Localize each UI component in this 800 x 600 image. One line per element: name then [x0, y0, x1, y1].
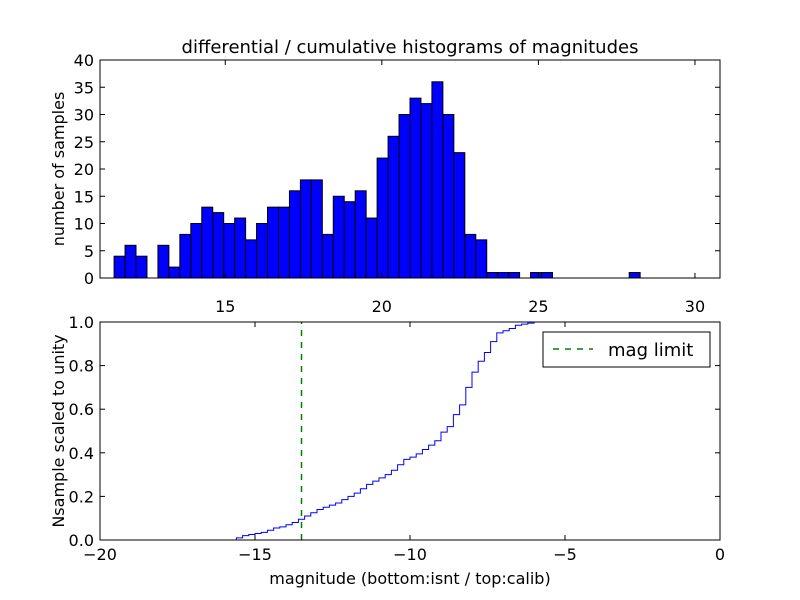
- legend-label-mag-limit: mag limit: [608, 340, 693, 361]
- histogram-bar: [420, 103, 433, 279]
- histogram-bar: [267, 206, 279, 279]
- histogram-bar: [124, 244, 137, 279]
- legend: mag limit: [542, 331, 711, 368]
- histogram-bar: [113, 255, 126, 279]
- cumulative-axes-frame: [99, 321, 721, 541]
- histogram-xtick-label: 30: [685, 297, 705, 316]
- histogram-ytick-label: 40: [74, 51, 94, 70]
- histogram-ytick-label: 0: [84, 269, 94, 288]
- histogram-ylabel: number of samples: [49, 92, 68, 247]
- histogram-bar: [157, 244, 170, 279]
- histogram-bar: [310, 179, 323, 279]
- histogram-bar: [190, 223, 203, 279]
- histogram-bar: [223, 223, 236, 279]
- histogram-bar: [409, 97, 422, 279]
- cumulative-xtick-label: 0: [715, 545, 725, 564]
- histogram-bar: [541, 272, 553, 279]
- histogram-plot: differential / cumulative histograms of …: [49, 37, 721, 316]
- histogram-bar: [277, 206, 290, 279]
- histogram-bar: [387, 135, 400, 279]
- histogram-bar: [365, 217, 378, 279]
- histogram-bar: [431, 81, 444, 279]
- cumulative-ytick-label: 0.0: [69, 531, 94, 550]
- histogram-bar: [135, 255, 148, 279]
- cumulative-line: [100, 321, 721, 541]
- histogram-axes-frame: [99, 59, 721, 279]
- histogram-bars: [113, 81, 641, 279]
- histogram-bar: [212, 212, 225, 279]
- cumulative-plot: 0.0 0.2 0.4 0.6 0.8 1.0 −20 −15 −10 −5 0 magnitude…: [49, 313, 725, 588]
- histogram-bar: [442, 114, 455, 279]
- histogram-bar: [453, 152, 466, 279]
- histogram-bar: [332, 195, 345, 279]
- histogram-bar: [486, 272, 499, 279]
- histogram-ytick-label: 10: [74, 215, 94, 234]
- cumulative-ylabel: Nsample scaled to unity: [49, 334, 68, 527]
- histogram-xtick-label: 20: [372, 297, 392, 316]
- histogram-bar: [256, 223, 269, 279]
- histogram-xtick-label: 25: [528, 297, 548, 316]
- cumulative-xtick-label: −5: [553, 545, 577, 564]
- histogram-bar: [245, 239, 258, 279]
- histogram-title: differential / cumulative histograms of …: [182, 37, 639, 58]
- histogram-bar: [321, 233, 334, 279]
- histogram-bar: [299, 179, 312, 279]
- histogram-xtick-label: 15: [215, 297, 235, 316]
- cumulative-xtick-label: −10: [393, 545, 427, 564]
- histogram-ytick-label: 30: [74, 106, 94, 125]
- histogram-bar: [201, 206, 214, 279]
- histogram-bar: [628, 272, 641, 279]
- cumulative-ytick-label: 0.2: [69, 487, 94, 506]
- histogram-bar: [508, 272, 521, 279]
- cumulative-ytick-label: 0.6: [69, 400, 94, 419]
- cumulative-ytick-label: 1.0: [69, 313, 94, 332]
- histogram-bar: [179, 233, 192, 279]
- cumulative-xtick-label: −20: [83, 545, 117, 564]
- histogram-bar: [497, 272, 510, 279]
- histogram-bar: [530, 272, 543, 279]
- histogram-bar: [475, 239, 488, 279]
- histogram-bar: [343, 201, 356, 279]
- histogram-bar: [464, 233, 477, 279]
- histogram-bar: [354, 190, 367, 279]
- histogram-bar: [288, 190, 301, 279]
- histogram-ytick-label: 25: [74, 133, 94, 152]
- histogram-bar: [168, 266, 181, 279]
- histogram-ytick-label: 20: [74, 160, 94, 179]
- cumulative-xlabel: magnitude (bottom:isnt / top:calib): [269, 569, 550, 588]
- cumulative-ytick-label: 0.8: [69, 357, 94, 376]
- histogram-ytick-label: 15: [74, 187, 94, 206]
- histogram-bar: [376, 157, 389, 279]
- cumulative-ytick-label: 0.4: [69, 444, 94, 463]
- histogram-ticks: 0 5 10 15 20 25 30 35 40 15 20 25 30: [74, 51, 720, 316]
- histogram-bar: [234, 217, 247, 279]
- histogram-bar: [398, 114, 411, 279]
- histogram-ytick-label: 5: [84, 242, 94, 261]
- cumulative-xtick-label: −15: [238, 545, 272, 564]
- histogram-ytick-label: 35: [74, 78, 94, 97]
